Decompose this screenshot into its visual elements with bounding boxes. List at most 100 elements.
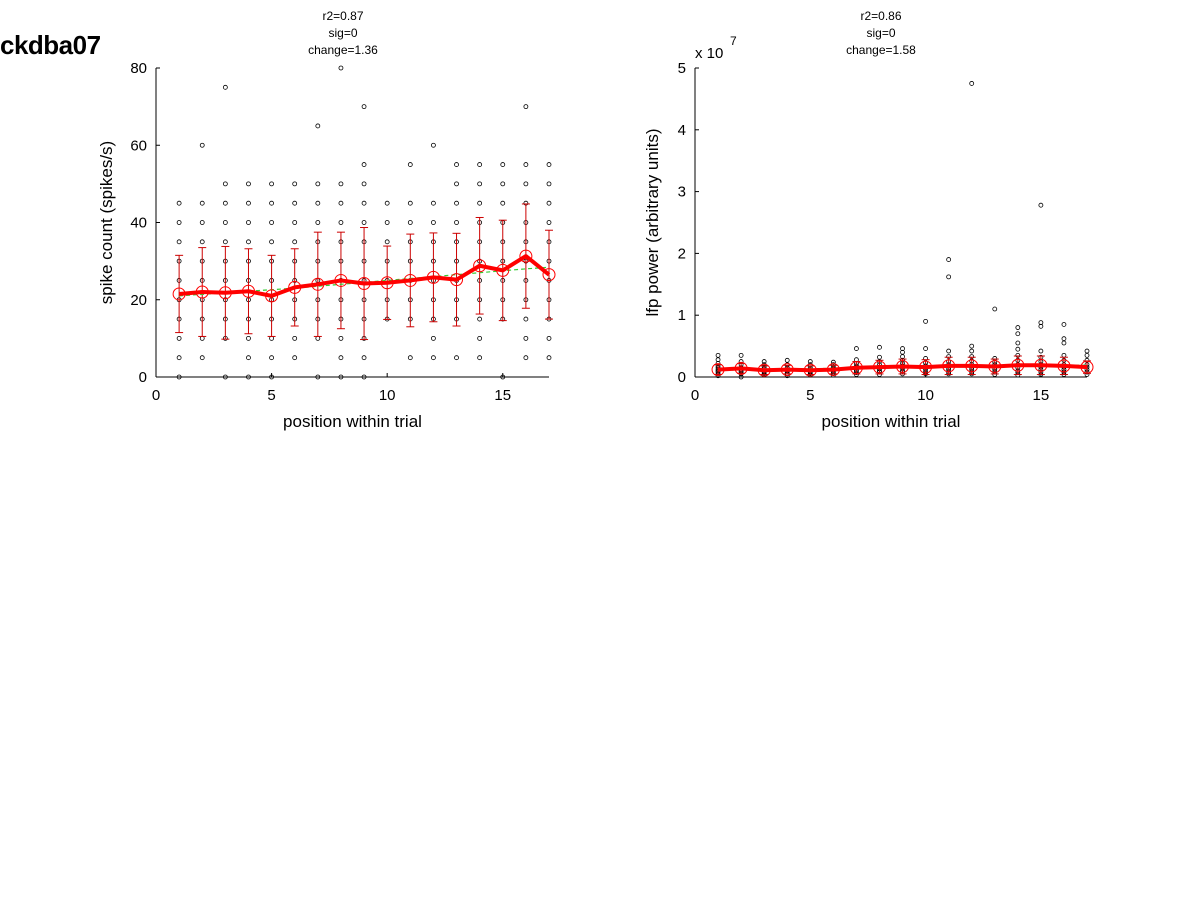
data-point — [738, 374, 744, 380]
data-point — [500, 200, 506, 206]
data-point — [1061, 336, 1067, 342]
data-point — [1038, 348, 1044, 354]
data-point — [738, 352, 744, 358]
data-point — [546, 181, 552, 187]
data-point — [269, 374, 274, 380]
data-point — [338, 181, 344, 187]
mean-marker — [965, 359, 979, 373]
data-point — [454, 162, 459, 167]
data-point — [454, 355, 459, 361]
data-point — [199, 200, 205, 206]
data-point — [431, 142, 436, 148]
mean-marker — [380, 276, 394, 290]
data-point — [199, 220, 205, 225]
data-point — [969, 348, 975, 354]
data-point — [523, 104, 529, 110]
data-point — [246, 200, 251, 206]
stat-line: sig=0 — [866, 26, 895, 40]
x-tick-label: 15 — [1033, 387, 1050, 404]
data-point — [384, 200, 390, 206]
data-point — [222, 374, 228, 380]
y-tick-label: 1 — [678, 307, 686, 324]
mean-marker — [711, 363, 725, 377]
y-tick-label: 2 — [678, 245, 686, 262]
data-point — [923, 318, 928, 324]
mean-marker — [780, 363, 794, 377]
data-point — [1015, 325, 1021, 330]
mean-marker — [803, 363, 817, 377]
data-point — [292, 355, 298, 361]
data-point — [877, 354, 882, 360]
x-tick-label: 10 — [379, 387, 396, 404]
data-point — [246, 220, 251, 225]
data-point — [269, 355, 274, 361]
data-point — [1015, 346, 1021, 352]
x-tick-label: 15 — [494, 387, 511, 404]
data-point — [407, 162, 413, 167]
data-point — [292, 239, 298, 245]
data-point — [269, 335, 274, 341]
data-point — [830, 359, 836, 365]
mean-marker — [942, 359, 956, 373]
data-point — [199, 142, 205, 148]
y-axis-label: spike count (spikes/s) — [97, 141, 116, 304]
y-tick-label: 3 — [678, 184, 686, 201]
data-point — [199, 355, 205, 361]
data-point — [1038, 202, 1044, 208]
y-axis-label: lfp power (arbitrary units) — [643, 128, 662, 316]
data-point — [431, 200, 436, 206]
mean-marker — [195, 285, 209, 299]
mean-marker — [1057, 359, 1071, 373]
data-point — [1061, 340, 1067, 346]
data-point — [407, 355, 413, 361]
data-point — [361, 374, 367, 380]
data-point — [315, 220, 321, 225]
data-point — [454, 181, 459, 187]
data-point — [992, 306, 998, 312]
data-point — [900, 346, 905, 351]
data-point — [946, 348, 952, 354]
y-tick-label: 80 — [130, 60, 147, 77]
data-point — [246, 181, 251, 187]
data-point — [176, 239, 182, 245]
data-point — [969, 81, 975, 86]
y-tick-label: 5 — [678, 60, 686, 77]
x-tick-label: 5 — [806, 387, 814, 404]
y-tick-label: 4 — [678, 122, 686, 139]
data-point — [176, 335, 182, 341]
y-tick-label: 0 — [678, 369, 686, 386]
data-point — [477, 181, 483, 187]
mean-marker — [988, 359, 1002, 373]
data-point — [477, 316, 483, 322]
data-point — [1084, 348, 1090, 354]
data-point — [361, 162, 367, 167]
data-point — [715, 352, 721, 358]
data-point — [1015, 331, 1021, 337]
stat-line: r2=0.87 — [322, 9, 363, 23]
data-point — [500, 374, 506, 380]
data-point — [246, 355, 251, 361]
data-point — [546, 355, 552, 361]
data-point — [269, 200, 274, 206]
lfp-power-panel: 0 5 10 15 0 1 2 3 4 5 position within trial lfp pow… — [643, 9, 1094, 431]
x-tick-label: 5 — [267, 387, 275, 404]
data-point — [315, 123, 321, 129]
scale-exponent-label: 7 — [730, 34, 737, 48]
data-point — [500, 181, 506, 187]
data-point — [222, 84, 228, 90]
data-point — [292, 335, 298, 341]
data-point — [454, 220, 459, 225]
data-point — [1061, 322, 1067, 327]
data-point — [246, 335, 251, 341]
data-point — [338, 65, 344, 71]
mean-marker — [757, 363, 771, 377]
data-point — [315, 200, 321, 206]
data-point — [338, 374, 344, 380]
data-point — [407, 200, 413, 206]
data-point — [454, 200, 459, 206]
data-point — [546, 220, 552, 225]
data-point — [361, 104, 367, 110]
mean-marker — [172, 287, 186, 301]
scale-multiplier-label: x 10 — [695, 45, 723, 62]
data-point — [269, 181, 274, 187]
